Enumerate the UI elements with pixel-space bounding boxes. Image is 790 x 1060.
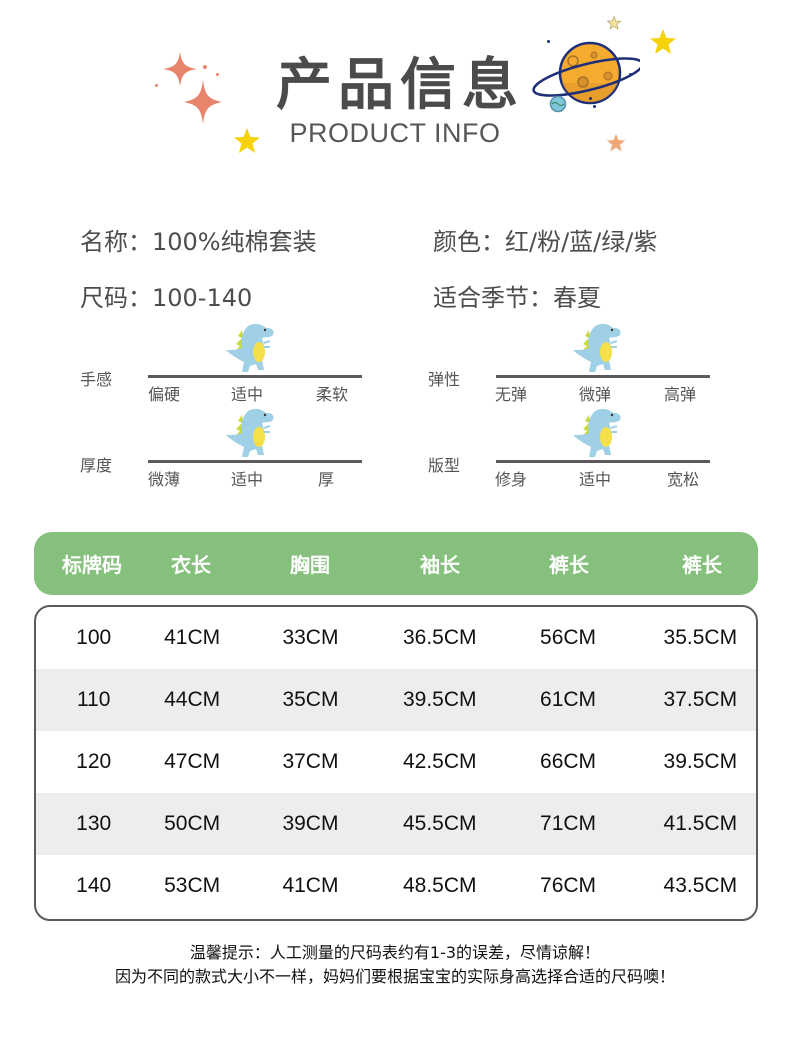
scale-option: 适中 bbox=[230, 470, 263, 489]
table-cell: 39CM bbox=[282, 812, 339, 835]
scale-option: 适中 bbox=[230, 385, 263, 404]
sparkle-icon bbox=[163, 52, 197, 86]
scale-option: 偏硬 bbox=[147, 385, 180, 404]
column-header: 裤长 bbox=[682, 553, 722, 577]
table-cell: 71CM bbox=[540, 812, 597, 835]
table-cell: 37CM bbox=[282, 750, 339, 773]
table-cell: 48.5CM bbox=[402, 874, 477, 897]
table-cell: 41CM bbox=[282, 874, 339, 897]
product-colors: 颜色：红/粉/蓝/绿/紫 bbox=[433, 228, 658, 256]
star-icon bbox=[650, 29, 676, 54]
table-cell: 35.5CM bbox=[663, 626, 738, 649]
table-cell: 53CM bbox=[164, 874, 221, 897]
scale-option: 微薄 bbox=[147, 470, 180, 489]
table-cell: 66CM bbox=[540, 750, 597, 773]
scale-option: 无弹 bbox=[494, 385, 527, 404]
table-cell: 76CM bbox=[540, 874, 597, 897]
dot-decoration bbox=[593, 105, 596, 108]
dinosaur-marker-icon bbox=[226, 408, 274, 457]
product-season: 适合季节：春夏 bbox=[433, 284, 601, 312]
table-row: 110 44CM 35CM 39.5CM 61CM 37.5CM bbox=[36, 669, 756, 731]
table-row: 130 50CM 39CM 45.5CM 71CM 41.5CM bbox=[36, 793, 756, 855]
table-cell: 47CM bbox=[164, 750, 221, 773]
column-header: 裤长 bbox=[549, 553, 589, 577]
table-cell: 140 bbox=[76, 874, 112, 897]
table-cell: 37.5CM bbox=[663, 688, 738, 711]
product-name: 名称：100%纯棉套装 bbox=[80, 228, 317, 256]
dot-decoration bbox=[629, 73, 632, 76]
table-row: 100 41CM 33CM 36.5CM 56CM 35.5CM bbox=[36, 607, 756, 669]
page-subtitle: PRODUCT INFO bbox=[289, 118, 501, 148]
dinosaur-marker-icon bbox=[226, 323, 274, 372]
table-cell: 41CM bbox=[164, 626, 221, 649]
dot-decoration bbox=[155, 84, 158, 87]
dinosaur-marker-icon bbox=[573, 323, 621, 372]
dinosaur-marker-icon bbox=[573, 408, 621, 457]
table-cell: 50CM bbox=[164, 812, 221, 835]
table-cell: 33CM bbox=[282, 626, 339, 649]
table-cell: 44CM bbox=[164, 688, 221, 711]
product-size: 尺码：100-140 bbox=[80, 284, 253, 312]
dot-decoration bbox=[589, 97, 592, 100]
size-table-body: 100 41CM 33CM 36.5CM 56CM 35.5CM 110 44C… bbox=[34, 605, 758, 921]
scale-option: 厚 bbox=[317, 470, 334, 489]
small-planet-icon bbox=[549, 95, 567, 113]
table-cell: 120 bbox=[76, 750, 112, 773]
page-title: 产品信息 bbox=[276, 53, 524, 118]
scale-option: 柔软 bbox=[315, 385, 348, 404]
scale-label: 厚度 bbox=[80, 456, 113, 475]
dot-decoration bbox=[203, 65, 207, 69]
dot-decoration bbox=[216, 73, 219, 76]
planet-icon bbox=[532, 41, 640, 105]
table-row: 140 53CM 41CM 48.5CM 76CM 43.5CM bbox=[36, 855, 756, 917]
star-icon bbox=[607, 16, 621, 30]
table-cell: 42.5CM bbox=[402, 750, 477, 773]
column-header: 标牌码 bbox=[62, 553, 122, 577]
table-cell: 110 bbox=[76, 688, 111, 711]
scale-option: 修身 bbox=[494, 470, 527, 489]
scale-line bbox=[148, 460, 362, 463]
table-cell: 43.5CM bbox=[663, 874, 738, 897]
note-sizing-advice: 因为不同的款式大小不一样，妈妈们要根据宝宝的实际身高选择合适的尺码噢！ bbox=[114, 967, 675, 986]
column-header: 胸围 bbox=[290, 553, 330, 577]
table-cell: 100 bbox=[76, 626, 112, 649]
scale-option: 高弹 bbox=[663, 385, 696, 404]
size-table-header: 标牌码 衣长 胸围 袖长 裤长 裤长 bbox=[34, 532, 758, 595]
scale-label: 手感 bbox=[80, 370, 113, 389]
table-cell: 39.5CM bbox=[402, 688, 477, 711]
table-cell: 36.5CM bbox=[402, 626, 477, 649]
scale-option: 微弹 bbox=[578, 385, 611, 404]
dot-decoration bbox=[547, 40, 550, 43]
sparkle-icon bbox=[184, 80, 222, 124]
table-cell: 56CM bbox=[540, 626, 597, 649]
table-row: 120 47CM 37CM 42.5CM 66CM 39.5CM bbox=[36, 731, 756, 793]
table-cell: 61CM bbox=[540, 688, 597, 711]
scale-line bbox=[496, 375, 710, 378]
scale-line bbox=[496, 460, 710, 463]
table-cell: 130 bbox=[76, 812, 112, 835]
scale-option: 适中 bbox=[578, 470, 611, 489]
table-cell: 39.5CM bbox=[663, 750, 738, 773]
column-header: 衣长 bbox=[171, 553, 211, 577]
table-cell: 41.5CM bbox=[663, 812, 738, 835]
star-icon bbox=[606, 133, 626, 152]
note-tolerance: 温馨提示：人工测量的尺码表约有1-3的误差，尽情谅解！ bbox=[189, 943, 601, 962]
scale-line bbox=[148, 375, 362, 378]
scale-label: 版型 bbox=[428, 456, 461, 475]
column-header: 袖长 bbox=[420, 553, 460, 577]
star-icon bbox=[234, 128, 260, 153]
table-cell: 35CM bbox=[282, 688, 339, 711]
scale-option: 宽松 bbox=[666, 470, 699, 489]
scale-label: 弹性 bbox=[428, 370, 461, 389]
table-cell: 45.5CM bbox=[402, 812, 477, 835]
